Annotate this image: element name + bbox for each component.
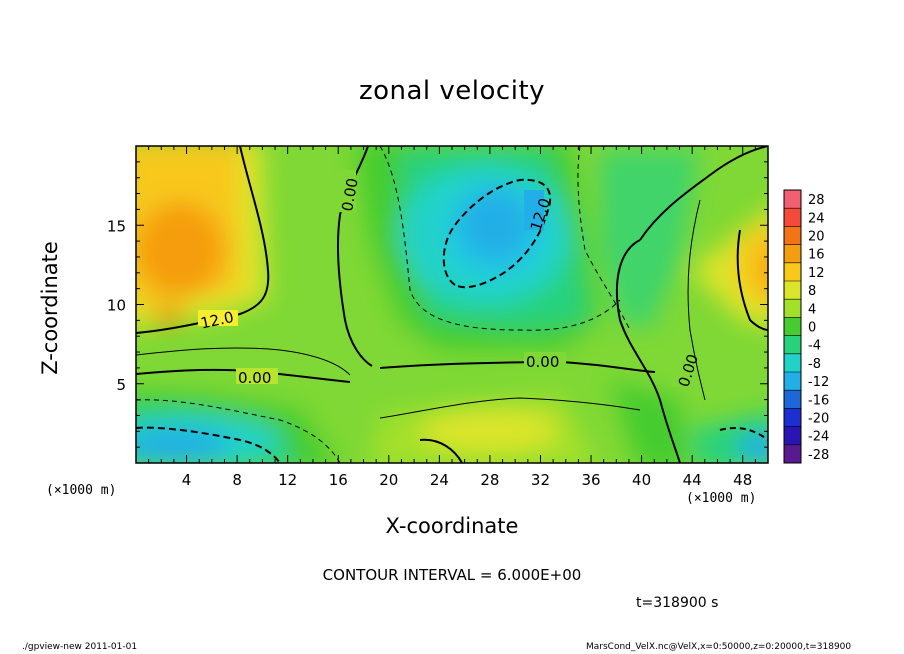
y-tick-label: 15 bbox=[107, 217, 126, 235]
y-tick-label: 5 bbox=[116, 376, 126, 394]
x-tick-label: 36 bbox=[581, 471, 600, 489]
colorbar-label: 28 bbox=[808, 193, 825, 208]
colorbar-swatch bbox=[784, 299, 801, 318]
colorbar-label: -16 bbox=[808, 393, 829, 408]
y-axis: 5 10 15 bbox=[107, 161, 768, 448]
colorbar-label: 12 bbox=[808, 266, 825, 281]
x-axis: 4 8 12 16 20 24 28 32 36 40 44 48 bbox=[148, 146, 756, 489]
colorbar-label: 24 bbox=[808, 211, 825, 226]
colorbar-swatch bbox=[784, 262, 801, 282]
colorbar-frame bbox=[783, 189, 802, 464]
colorbar-swatch bbox=[784, 190, 801, 209]
velocity-field: 12.0 0.00 0.00 0.00 12.0 0.00 bbox=[136, 146, 768, 463]
x-tick-label: 12 bbox=[278, 471, 297, 489]
x-unit-label-left: (×1000 m) bbox=[46, 483, 117, 498]
y-tick-label: 10 bbox=[107, 297, 126, 315]
footer-left-text: ./gpview-new 2011-01-01 bbox=[22, 642, 138, 652]
contour-interval-label: CONTOUR INTERVAL = 6.000E+00 bbox=[322, 566, 582, 584]
contour-label: 0.00 bbox=[238, 369, 271, 387]
colorbar-swatch bbox=[784, 244, 801, 264]
colorbar-swatch bbox=[784, 317, 801, 337]
colorbar-label: 8 bbox=[808, 284, 816, 299]
time-label: t=318900 s bbox=[636, 595, 719, 611]
colorbar-label: -4 bbox=[808, 339, 821, 354]
x-axis-label: X-coordinate bbox=[385, 514, 519, 538]
colorbar-swatch bbox=[784, 426, 801, 446]
contour-label: 0.00 bbox=[526, 353, 559, 371]
contour-label: 0.00 bbox=[338, 177, 362, 213]
colorbar-label: -24 bbox=[808, 430, 829, 445]
colorbar-label: -12 bbox=[808, 375, 829, 390]
x-tick-label: 48 bbox=[733, 471, 752, 489]
x-tick-label: 16 bbox=[329, 471, 348, 489]
colorbar-label: 16 bbox=[808, 248, 825, 263]
x-tick-label: 8 bbox=[232, 471, 242, 489]
colorbar-swatch bbox=[784, 353, 801, 373]
colorbar-swatch bbox=[784, 372, 801, 391]
x-tick-label: 24 bbox=[430, 471, 449, 489]
x-tick-label: 32 bbox=[531, 471, 550, 489]
colorbar-swatch bbox=[784, 335, 801, 355]
colorbar-swatch bbox=[784, 390, 801, 409]
colorbar-swatch bbox=[784, 408, 801, 428]
colorbar: 28 24 20 16 12 8 4 0 -4 -8 -12 -16 -20 -24 -28 bbox=[783, 189, 829, 464]
colorbar-swatch bbox=[784, 208, 801, 227]
footer-right-text: MarsCond_VelX.nc@VelX,x=0:50000,z=0:2000… bbox=[586, 642, 852, 652]
chart-title: zonal velocity bbox=[358, 76, 546, 106]
x-tick-label: 44 bbox=[683, 471, 702, 489]
colorbar-label: 20 bbox=[808, 230, 825, 245]
colorbar-label: -8 bbox=[808, 357, 821, 372]
x-tick-label: 4 bbox=[182, 471, 192, 489]
colorbar-label: -20 bbox=[808, 412, 829, 427]
colorbar-swatch bbox=[784, 444, 801, 464]
colorbar-swatch bbox=[784, 226, 801, 246]
x-tick-label: 40 bbox=[632, 471, 651, 489]
colorbar-label: 4 bbox=[808, 302, 816, 317]
colorbar-label: -28 bbox=[808, 448, 829, 463]
colorbar-label: 0 bbox=[808, 321, 816, 336]
colorbar-swatch bbox=[784, 281, 801, 300]
x-tick-label: 28 bbox=[480, 471, 499, 489]
x-tick-label: 20 bbox=[379, 471, 398, 489]
x-unit-label-right: (×1000 m) bbox=[686, 491, 757, 506]
